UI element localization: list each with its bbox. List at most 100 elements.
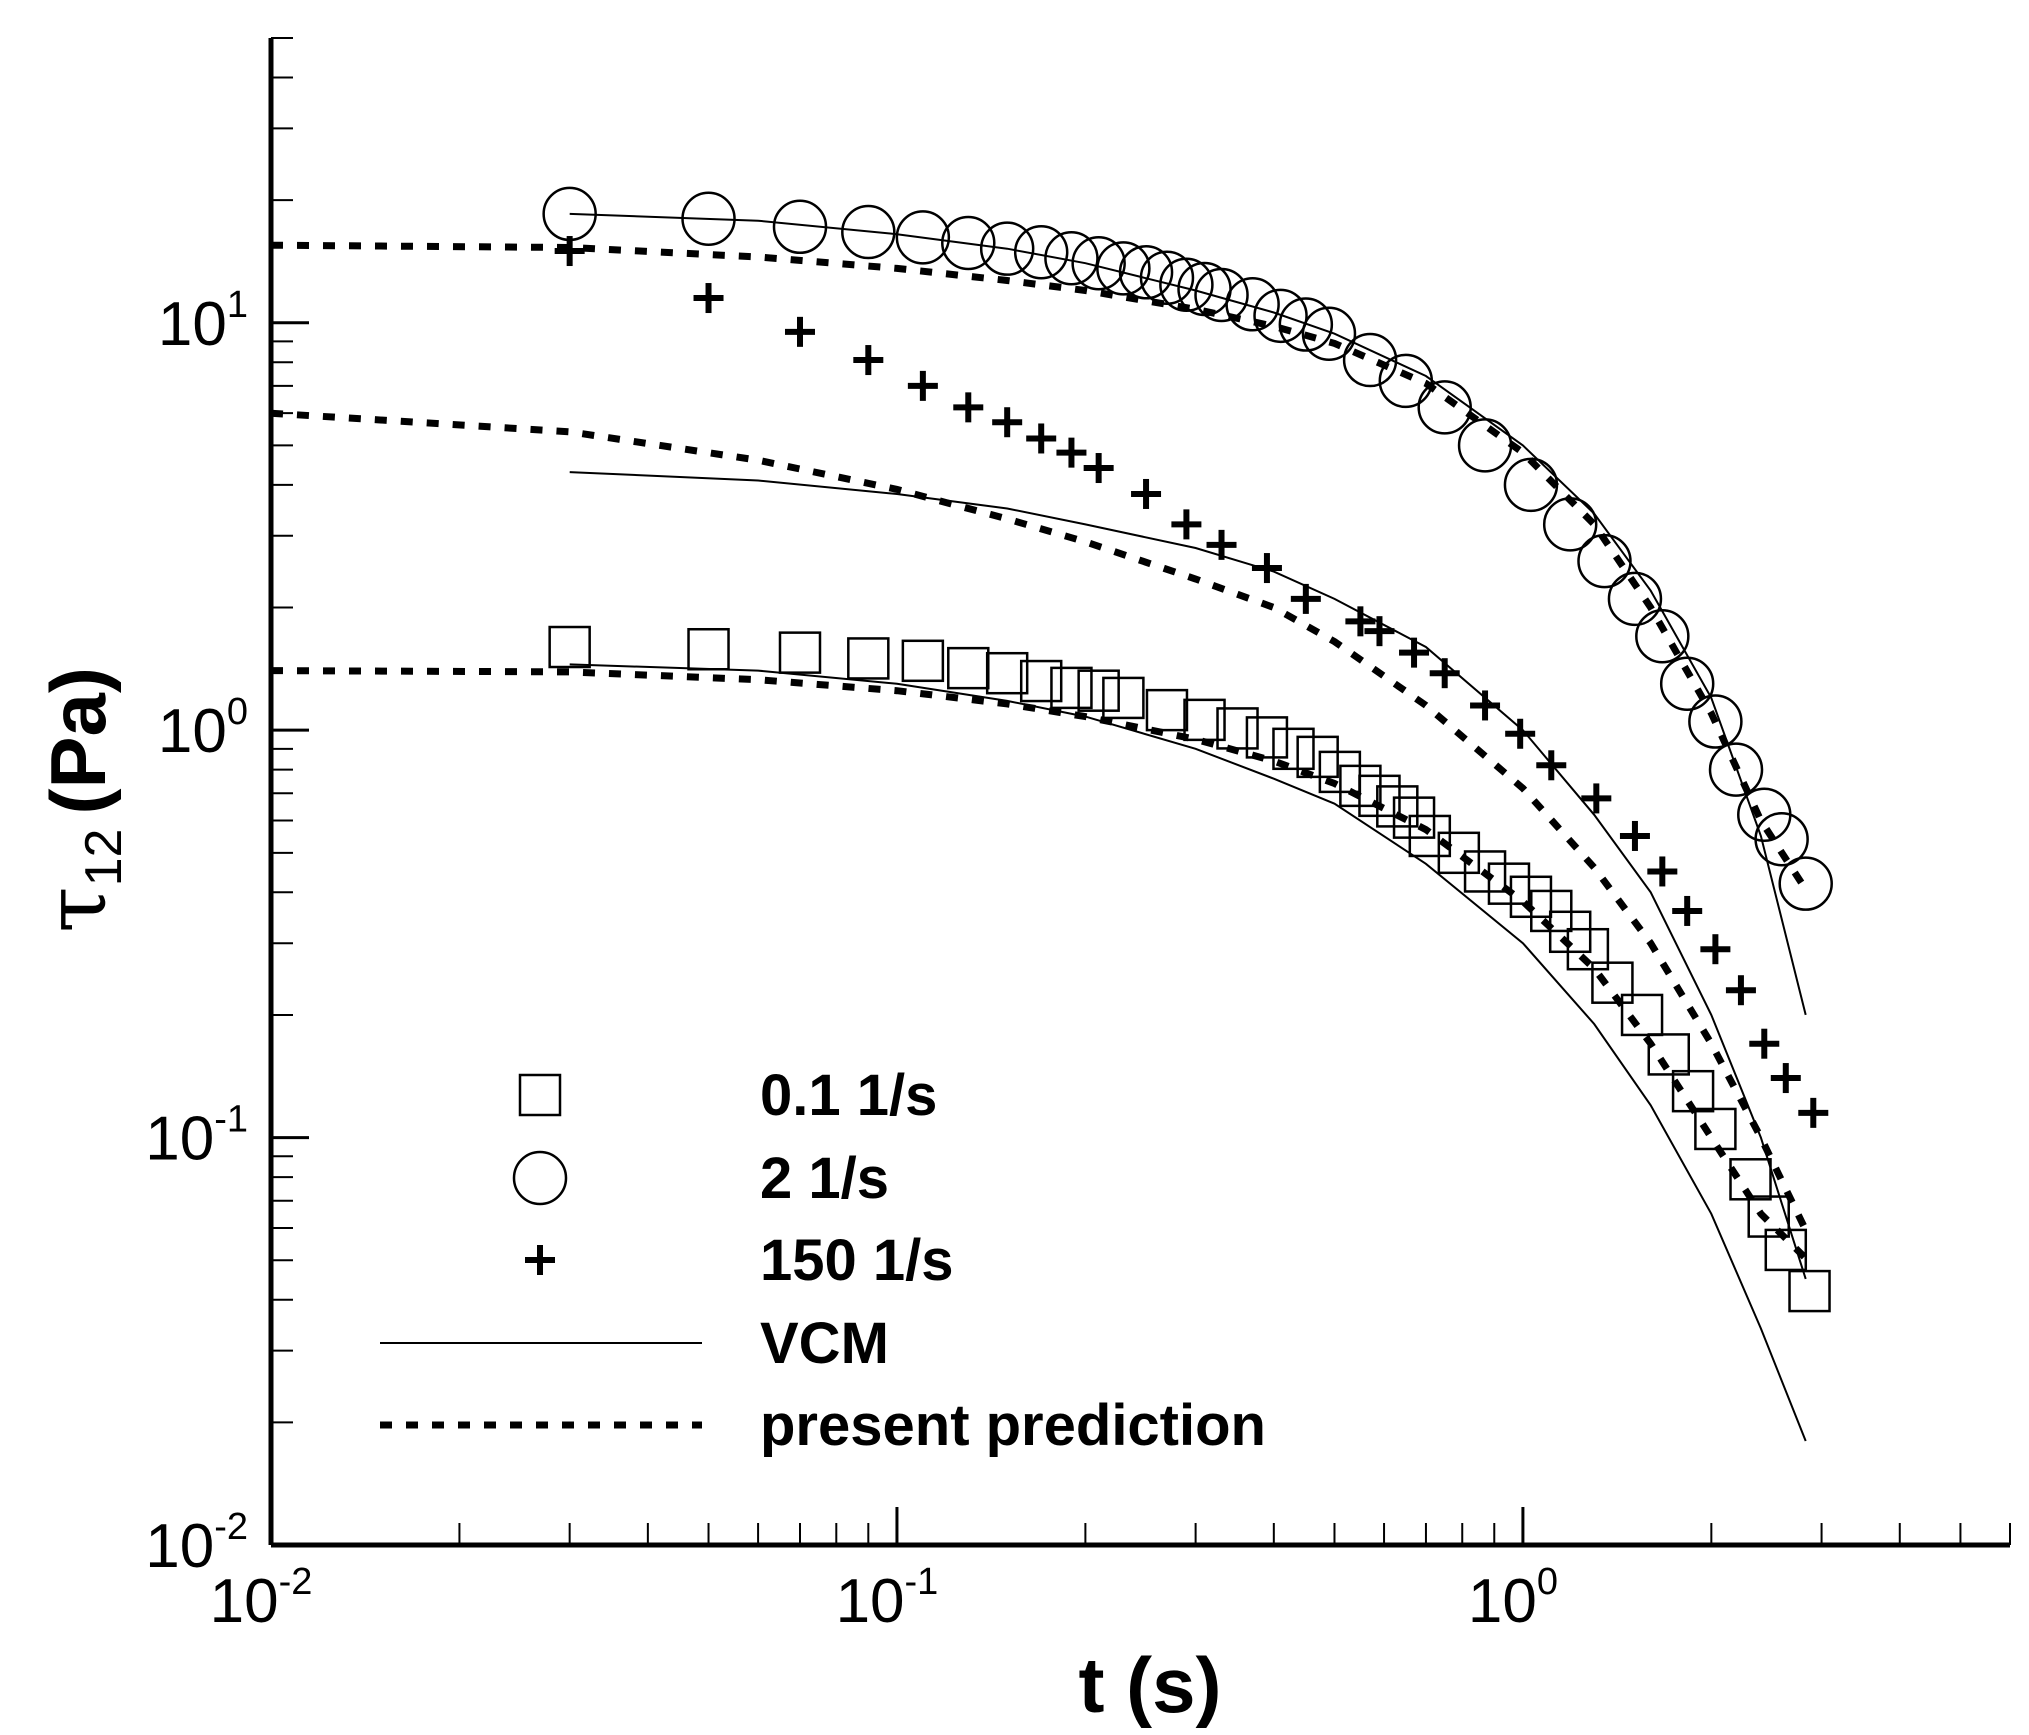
square-point bbox=[1671, 1069, 1715, 1113]
legend-label: 0.1 1/s bbox=[760, 1063, 937, 1128]
circle-point bbox=[1542, 497, 1598, 552]
x-tick-label: 10-1 bbox=[836, 1561, 939, 1636]
plus-point bbox=[992, 407, 1023, 438]
circle-point bbox=[1044, 230, 1099, 286]
legend-label: 150 1/s bbox=[760, 1228, 954, 1293]
circle-point bbox=[1118, 245, 1174, 300]
circle-point bbox=[1577, 533, 1632, 589]
plus-point bbox=[1056, 437, 1087, 468]
circle-point bbox=[1635, 609, 1690, 664]
y-tick-label-exponent: -2 bbox=[214, 1506, 248, 1548]
circle-point bbox=[841, 204, 896, 260]
square-point bbox=[1376, 785, 1419, 828]
square-point bbox=[1747, 1195, 1790, 1238]
plus-point bbox=[1536, 750, 1567, 781]
plus-point bbox=[1672, 895, 1703, 926]
x-tick-label: 10-2 bbox=[210, 1561, 313, 1636]
circle-point bbox=[1754, 811, 1809, 867]
y-tick-label-exponent: -1 bbox=[214, 1099, 248, 1141]
legend-label: VCM bbox=[760, 1311, 889, 1376]
square-point bbox=[1392, 796, 1436, 839]
y-axis-title-subscript: 12 bbox=[75, 829, 133, 887]
y-tick-label-exponent: 0 bbox=[227, 691, 248, 733]
circle-point bbox=[979, 221, 1035, 276]
square-point bbox=[1358, 774, 1401, 818]
x-tick-label-base: 10 bbox=[210, 1567, 279, 1636]
square-point bbox=[1272, 727, 1315, 771]
square-point bbox=[847, 637, 890, 680]
circle-point bbox=[1659, 656, 1715, 712]
square-point bbox=[901, 639, 945, 683]
prediction-curve-3 bbox=[270, 667, 1811, 1263]
square-point bbox=[1183, 698, 1226, 742]
plus-point bbox=[1749, 1028, 1780, 1059]
square-point bbox=[1647, 1033, 1691, 1076]
circle-point bbox=[1278, 297, 1334, 352]
plus-point bbox=[1364, 616, 1395, 647]
circle-point bbox=[1778, 856, 1833, 911]
series-square bbox=[548, 625, 1831, 1313]
series-circle bbox=[542, 186, 1833, 911]
circle-point bbox=[681, 191, 736, 247]
major-ticks bbox=[269, 321, 1525, 1547]
legend-label: present prediction bbox=[760, 1393, 1266, 1458]
plus-point bbox=[1399, 637, 1430, 668]
circle-point bbox=[1378, 353, 1434, 409]
y-axis-title-text: τ12 (Pa) bbox=[27, 667, 133, 933]
square-point bbox=[1620, 993, 1664, 1037]
circle-point bbox=[1737, 787, 1792, 843]
y-tick-label-base: 10 bbox=[145, 1105, 214, 1174]
circle-point bbox=[1457, 418, 1513, 473]
circle-point bbox=[1159, 257, 1214, 312]
x-tick-labels: 10-2 10-1 100 bbox=[210, 1561, 1558, 1636]
plus-point bbox=[953, 392, 984, 423]
circle-point bbox=[1194, 267, 1249, 323]
y-tick-label-exponent: 1 bbox=[227, 284, 248, 326]
circle-point bbox=[1253, 288, 1308, 344]
plus-point bbox=[1581, 783, 1612, 814]
x-tick-label-base: 10 bbox=[1468, 1567, 1537, 1636]
legend-circle-symbol bbox=[512, 1150, 568, 1206]
plus-point bbox=[1725, 975, 1756, 1006]
x-tick-label-exponent: -2 bbox=[279, 1561, 313, 1603]
square-point bbox=[687, 627, 730, 671]
y-tick-label: 100 bbox=[158, 691, 248, 766]
square-point bbox=[1145, 688, 1189, 732]
plus-point bbox=[693, 283, 724, 314]
vcm-curve-3 bbox=[569, 663, 1807, 1442]
model-curves bbox=[270, 212, 1811, 1442]
prediction-curve-2 bbox=[270, 409, 1811, 1236]
circle-point bbox=[1688, 694, 1743, 749]
x-tick-label-exponent: 0 bbox=[1537, 1561, 1558, 1603]
square-point bbox=[1216, 707, 1259, 750]
x-tick-label: 100 bbox=[1468, 1561, 1558, 1636]
legend-square-symbol bbox=[518, 1073, 562, 1117]
circle-point bbox=[1071, 235, 1126, 291]
square-point bbox=[1487, 862, 1531, 905]
square-point bbox=[1463, 850, 1507, 893]
circle-point bbox=[1503, 457, 1559, 513]
x-axis-title: t (s) bbox=[1079, 1641, 1222, 1729]
plus-point bbox=[907, 370, 938, 401]
square-point bbox=[1729, 1158, 1772, 1201]
circle-point bbox=[1708, 742, 1764, 797]
x-tick-label-exponent: -1 bbox=[905, 1561, 939, 1603]
circle-point bbox=[1013, 224, 1069, 280]
prediction-curve-1 bbox=[270, 241, 1811, 895]
plus-point bbox=[853, 345, 884, 376]
series-plus bbox=[554, 236, 1829, 1128]
x-tick-label-base: 10 bbox=[836, 1567, 905, 1636]
square-point bbox=[548, 625, 591, 669]
circle-point bbox=[772, 199, 828, 255]
square-point bbox=[1296, 735, 1339, 779]
y-tick-label: 10-2 bbox=[145, 1506, 248, 1581]
square-point bbox=[1764, 1228, 1808, 1272]
square-point bbox=[1548, 910, 1592, 954]
plus-point bbox=[1251, 553, 1282, 584]
plus-point bbox=[1206, 529, 1237, 560]
vcm-curve-2 bbox=[569, 471, 1807, 1280]
square-point bbox=[947, 646, 990, 690]
circle-point bbox=[1301, 306, 1357, 361]
plus-point bbox=[1505, 718, 1536, 749]
